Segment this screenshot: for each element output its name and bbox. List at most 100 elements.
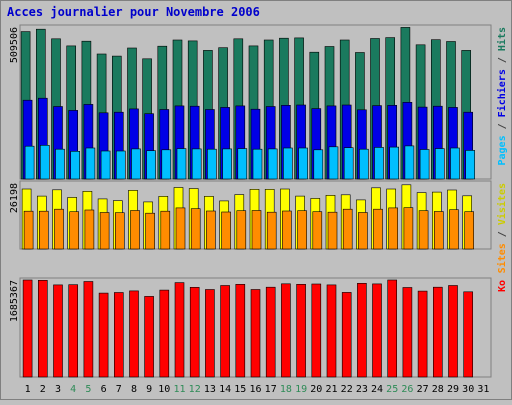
bar-pages-day-4 <box>70 151 80 180</box>
bar-ko-day-23 <box>357 282 367 378</box>
x-axis-labels: 1 2 3 4 5 6 7 8 9 10 11 12 13 14 15 16 17 18 19 20 21 22 23 24 2… <box>25 384 490 395</box>
x-tick-label: 23 <box>356 384 368 395</box>
x-tick-label: 19 <box>295 384 307 395</box>
legend-segment: Pages <box>497 135 508 165</box>
chart-title: Acces journalier pour Novembre 2006 <box>7 5 260 19</box>
bar-pages-day-17 <box>267 148 278 180</box>
x-tick-label: 9 <box>146 384 152 395</box>
bar-sites-day-23 <box>358 212 368 250</box>
x-tick-label: 1 <box>25 384 31 395</box>
bar-ko-day-8 <box>129 290 139 378</box>
legend-segment: Sites <box>496 243 508 273</box>
bar-pages-day-15 <box>237 148 248 180</box>
bar-pages-day-6 <box>100 150 111 180</box>
bar-ko-day-29 <box>448 285 458 378</box>
bar-sites-day-10 <box>160 210 171 250</box>
bar-sites-day-13 <box>206 210 216 250</box>
x-tick-label: 10 <box>158 384 170 395</box>
panel-legend: Sites / Visites <box>496 183 508 273</box>
bar-ko-day-6 <box>98 292 109 378</box>
bar-ko-day-2 <box>37 279 48 378</box>
x-tick-label: 5 <box>85 384 91 395</box>
legend-segment: / <box>497 51 508 69</box>
bar-pages-day-26 <box>404 145 415 180</box>
bar-sites-day-29 <box>449 209 459 250</box>
bar-ko-day-3 <box>53 284 63 378</box>
bar-ko-day-5 <box>83 281 94 378</box>
legend-segment: Fichiers <box>496 69 508 117</box>
x-tick-label: 27 <box>417 384 429 395</box>
bar-pages-day-11 <box>176 148 187 180</box>
bar-sites-day-14 <box>221 211 231 250</box>
bar-ko-day-11 <box>174 282 185 378</box>
bar-sites-day-22 <box>342 208 353 250</box>
bar-sites-day-2 <box>38 210 49 250</box>
bar-ko-day-17 <box>265 286 276 378</box>
panel-max-label: 1685367 <box>9 280 20 322</box>
legend-segment: Hits <box>496 27 508 51</box>
bar-pages-day-21 <box>328 146 339 180</box>
bar-pages-day-23 <box>359 148 369 180</box>
bar-sites-day-12 <box>190 208 201 250</box>
bar-ko-day-30 <box>463 291 474 378</box>
x-tick-label: 13 <box>204 384 216 395</box>
bar-sites-day-28 <box>433 211 444 250</box>
bar-pages-day-10 <box>161 149 172 180</box>
x-tick-label: 11 <box>173 384 185 395</box>
x-tick-label: 31 <box>477 384 489 395</box>
bar-pages-day-14 <box>222 148 232 180</box>
bar-ko-day-16 <box>250 289 261 378</box>
x-tick-label: 14 <box>219 384 231 395</box>
bar-ko-day-1 <box>22 279 33 378</box>
x-tick-label: 8 <box>131 384 137 395</box>
x-tick-label: 6 <box>101 384 107 395</box>
bar-ko-day-27 <box>417 290 428 378</box>
x-tick-label: 29 <box>447 384 459 395</box>
bar-pages-day-28 <box>434 148 445 180</box>
bar-sites-day-5 <box>84 209 95 250</box>
bar-pages-day-8 <box>131 148 141 180</box>
bar-sites-day-19 <box>297 210 307 250</box>
x-tick-label: 7 <box>116 384 122 395</box>
x-tick-label: 12 <box>189 384 201 395</box>
x-tick-label: 17 <box>265 384 277 395</box>
legend-segment: / <box>497 117 508 135</box>
bar-sites-day-1 <box>23 210 34 250</box>
bar-pages-day-2 <box>39 145 50 180</box>
bar-ko-day-4 <box>68 284 78 378</box>
bar-pages-day-3 <box>55 148 65 180</box>
bar-sites-day-6 <box>99 212 110 250</box>
bar-sites-day-24 <box>373 208 383 250</box>
bar-sites-day-16 <box>251 210 262 250</box>
panel-mid: 26198 Sites / Visites <box>9 180 508 273</box>
bar-pages-day-1 <box>24 145 35 180</box>
bar-pages-day-20 <box>313 149 324 180</box>
x-tick-label: 25 <box>386 384 398 395</box>
bar-pages-day-13 <box>207 148 217 180</box>
bar-sites-day-17 <box>266 211 277 250</box>
x-tick-label: 18 <box>280 384 292 395</box>
panel-max-label: 26198 <box>9 183 20 213</box>
bar-ko-day-28 <box>432 286 443 378</box>
bar-ko-day-12 <box>189 286 200 378</box>
x-tick-label: 15 <box>234 384 246 395</box>
bar-ko-day-26 <box>402 287 413 378</box>
bar-sites-day-11 <box>175 207 186 250</box>
bar-sites-day-8 <box>130 210 140 250</box>
bar-sites-day-4 <box>69 211 79 250</box>
bar-pages-day-25 <box>389 146 400 180</box>
bar-ko-day-14 <box>220 285 230 378</box>
bar-ko-day-25 <box>387 279 398 378</box>
bar-sites-day-15 <box>236 210 247 250</box>
legend-segment: Visites <box>496 183 508 225</box>
bar-ko-day-7 <box>114 292 124 378</box>
bar-ko-day-22 <box>341 292 352 378</box>
bar-ko-day-9 <box>144 296 154 378</box>
bar-ko-day-21 <box>326 284 337 378</box>
x-tick-label: 16 <box>249 384 261 395</box>
bar-pages-day-16 <box>252 148 263 180</box>
x-tick-label: 21 <box>325 384 337 395</box>
panel-legend: Ko <box>497 280 508 292</box>
